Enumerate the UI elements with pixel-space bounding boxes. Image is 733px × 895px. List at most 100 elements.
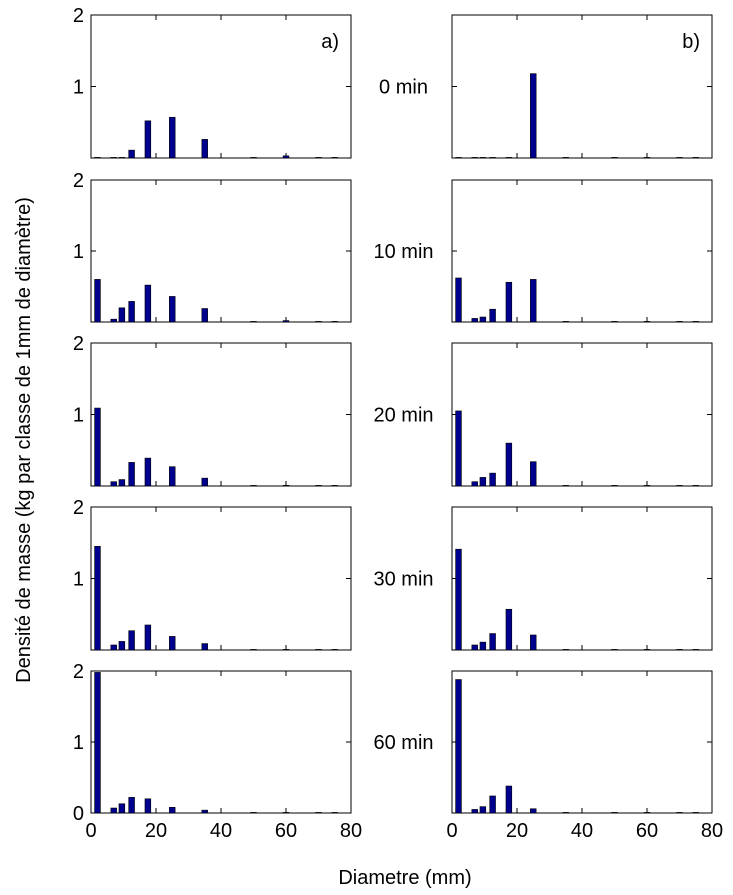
bar [282, 155, 290, 159]
bar [643, 485, 651, 487]
bar [611, 321, 618, 323]
bar [676, 649, 683, 651]
bar [611, 649, 618, 651]
bar [201, 643, 208, 651]
bar [455, 157, 462, 159]
bar [110, 644, 117, 651]
bar [315, 321, 322, 323]
bar [169, 807, 176, 814]
bar [471, 644, 478, 651]
x-tick-label: 80 [701, 820, 723, 842]
bar [144, 284, 152, 323]
panel-r4-c1: 0 20 40 60 80 [446, 670, 723, 842]
bar [118, 157, 126, 159]
bar [562, 812, 569, 814]
bar [282, 812, 290, 814]
labels-layer: Densité de masse (kg par classe de 1mm d… [13, 197, 472, 889]
panel-r3-c1 [451, 506, 713, 651]
bar [118, 803, 126, 814]
bar [201, 308, 208, 323]
bar [479, 157, 487, 159]
bar [692, 157, 699, 159]
bar [144, 457, 152, 487]
bar [530, 634, 537, 651]
bar [110, 481, 117, 487]
bar [169, 466, 176, 487]
bar [676, 485, 683, 487]
bar [250, 157, 257, 159]
bar [455, 679, 462, 814]
y-tick-label: 2 [73, 661, 84, 683]
y-tick-label: 1 [73, 569, 84, 591]
bar [479, 806, 487, 814]
panel-r3-c0: 12 [73, 497, 352, 651]
bar [692, 321, 699, 323]
bar [169, 636, 176, 651]
bar [331, 812, 338, 814]
bar [201, 809, 208, 814]
bar [471, 481, 478, 487]
bar [505, 281, 513, 323]
bar [201, 139, 208, 159]
bar [201, 477, 208, 487]
bar [250, 649, 257, 651]
bar [250, 485, 257, 487]
y-tick-label: 2 [73, 497, 84, 519]
panel-label: a) [321, 31, 339, 53]
panel-frame [451, 670, 713, 814]
bar [250, 321, 257, 323]
panel-label: b) [682, 31, 700, 53]
y-tick-label: 1 [73, 77, 84, 99]
x-tick-label: 40 [210, 820, 232, 842]
bar [118, 307, 126, 323]
bar [282, 320, 290, 323]
x-tick-label: 80 [340, 820, 362, 842]
bar [118, 641, 126, 651]
bar [611, 157, 618, 159]
y-tick-label: 2 [73, 333, 84, 355]
bar [144, 624, 152, 651]
bar [471, 809, 478, 814]
panel-frame [451, 342, 713, 487]
y-tick-label: 0 [73, 803, 84, 825]
bar [315, 812, 322, 814]
bar [455, 548, 462, 651]
bar [94, 546, 101, 651]
bar [169, 116, 176, 159]
x-tick-label: 0 [85, 820, 96, 842]
bar [110, 157, 117, 159]
panel-r2-c1 [451, 342, 713, 487]
bar [455, 410, 462, 487]
bar [489, 633, 496, 651]
bar [505, 785, 513, 814]
panel-r1-c1 [451, 179, 713, 323]
x-tick-label: 60 [636, 820, 658, 842]
bar [315, 157, 322, 159]
bar [643, 649, 651, 651]
bar [94, 157, 101, 159]
panel-r2-c0: 12 [73, 333, 352, 487]
bar [676, 157, 683, 159]
y-tick-label: 1 [73, 241, 84, 263]
x-tick-label: 20 [506, 820, 528, 842]
bar [505, 157, 513, 159]
panel-frame [451, 506, 713, 651]
bar [530, 808, 537, 814]
panel-frame [90, 179, 352, 323]
bar [110, 318, 117, 323]
bar [530, 279, 537, 323]
panel-frame [90, 670, 352, 814]
bar [530, 461, 537, 487]
y-tick-label: 2 [73, 5, 84, 27]
bar [110, 807, 117, 814]
bar [479, 641, 487, 651]
bar [118, 479, 126, 487]
panel-r1-c0: 12 [73, 170, 352, 323]
bar [471, 157, 478, 159]
panel-frame [451, 14, 713, 159]
y-tick-label: 2 [73, 170, 84, 192]
bar [315, 649, 322, 651]
bar [479, 316, 487, 323]
